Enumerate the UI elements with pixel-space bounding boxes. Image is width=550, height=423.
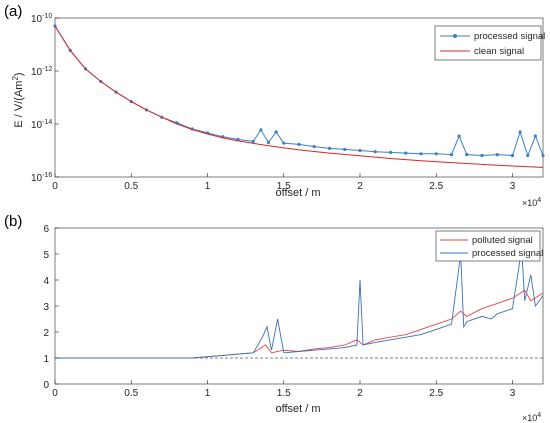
legend-clean-label: clean signal	[474, 46, 524, 57]
panel-a-x-ticks: 0 0.5 1 1.5 2 2.5 3	[52, 173, 516, 192]
y-tick-label: 1	[43, 354, 49, 365]
processed-signal-point	[480, 153, 484, 158]
panel-a-x-multiplier: ×104	[522, 197, 541, 208]
y-tick-label: 10-12	[31, 66, 52, 78]
processed-signal-point	[251, 139, 255, 144]
panel-a-axes-frame	[54, 17, 544, 178]
processed-signal-point	[343, 147, 347, 152]
panel-b-y-ticks: 0 1 2 3 4 5 6	[43, 224, 59, 391]
processed-signal-point	[526, 153, 530, 158]
x-tick-label: 3	[510, 181, 516, 192]
panel-b-x-multiplier: ×104	[522, 412, 541, 423]
processed-signal-point	[404, 151, 408, 155]
y-tick-label: 10-10	[31, 13, 52, 25]
processed-signal-point	[495, 153, 499, 157]
y-tick-label: 2	[43, 328, 49, 339]
processed-signal-point	[434, 152, 438, 156]
processed-signal-line	[55, 248, 544, 359]
processed-signal-point	[465, 153, 469, 157]
x-tick-label: 0	[52, 388, 58, 399]
panel-b-legend: polluted signal processed signal	[435, 230, 543, 262]
processed-signal-point	[457, 134, 461, 138]
y-tick-label: 6	[43, 224, 49, 235]
x-tick-label: 2.5	[429, 181, 443, 192]
y-tick-label: 5	[43, 250, 49, 261]
panel-a-y-axis-title: E / V/(Am2)	[11, 72, 25, 127]
x-tick-label: 3	[510, 388, 516, 399]
x-tick-label: 0	[52, 181, 58, 192]
panel-a-x-axis-title: offset / m	[275, 187, 320, 199]
legend-processed-marker	[453, 34, 457, 38]
panel-b-x-ticks: 0 0.5 1 1.5 2 2.5 3	[52, 380, 516, 399]
panel-b-label: (b)	[4, 213, 22, 230]
processed-signal-point	[518, 130, 522, 134]
x-tick-label: 1	[205, 181, 211, 192]
panel-b-x-axis-title: offset / m	[275, 403, 320, 415]
x-tick-label: 1.5	[277, 388, 291, 399]
processed-signal-point	[358, 148, 362, 153]
processed-signal-point	[266, 140, 271, 145]
legend-processed-label: processed signal	[474, 31, 545, 42]
x-tick-label: 2.5	[429, 388, 443, 399]
x-tick-label: 0.5	[124, 181, 138, 192]
panel-a: (a) 0 0.5 1 1.5 2 2.5 3 10-16 10-14 10-12 10-10 o…	[4, 3, 545, 208]
x-tick-label: 1.5	[277, 181, 291, 192]
clean-signal-line	[54, 25, 544, 168]
x-tick-label: 1	[205, 388, 211, 399]
panel-a-label: (a)	[4, 3, 22, 20]
y-tick-label: 10-16	[31, 172, 52, 184]
legend-processed-label-b: processed signal	[472, 248, 543, 259]
processed-signal-point	[419, 152, 423, 156]
y-tick-label: 4	[43, 276, 49, 287]
processed-signal-point	[533, 134, 537, 138]
panel-a-plot-area	[53, 17, 545, 178]
processed-signal-point	[541, 153, 545, 158]
legend-polluted-label: polluted signal	[472, 235, 533, 246]
panel-a-y-ticks: 10-16 10-14 10-12 10-10	[31, 13, 59, 184]
panel-a-legend: processed signal clean signal	[434, 25, 545, 61]
processed-signal-point	[259, 128, 263, 132]
y-tick-label: 10-14	[31, 119, 52, 131]
x-tick-label: 2	[357, 181, 363, 192]
processed-signal-point	[274, 130, 278, 134]
processed-signal-point	[282, 141, 286, 145]
processed-signal-point	[312, 145, 316, 149]
y-tick-label: 0	[43, 380, 49, 391]
processed-signal-point	[373, 150, 377, 154]
polluted-signal-line	[55, 289, 544, 359]
processed-signal-point	[449, 153, 454, 157]
processed-signal-point	[327, 146, 332, 151]
panel-b: (b) 0 0.5 1 1.5 2 2.5 3 0 1 2 3 4 5 6 offset / m ×10…	[4, 213, 544, 423]
processed-signal-point	[510, 153, 515, 158]
x-tick-label: 0.5	[124, 388, 138, 399]
processed-signal-point	[297, 142, 301, 146]
x-tick-label: 2	[357, 388, 363, 399]
y-tick-label: 3	[43, 302, 49, 313]
processed-signal-point	[388, 150, 393, 154]
